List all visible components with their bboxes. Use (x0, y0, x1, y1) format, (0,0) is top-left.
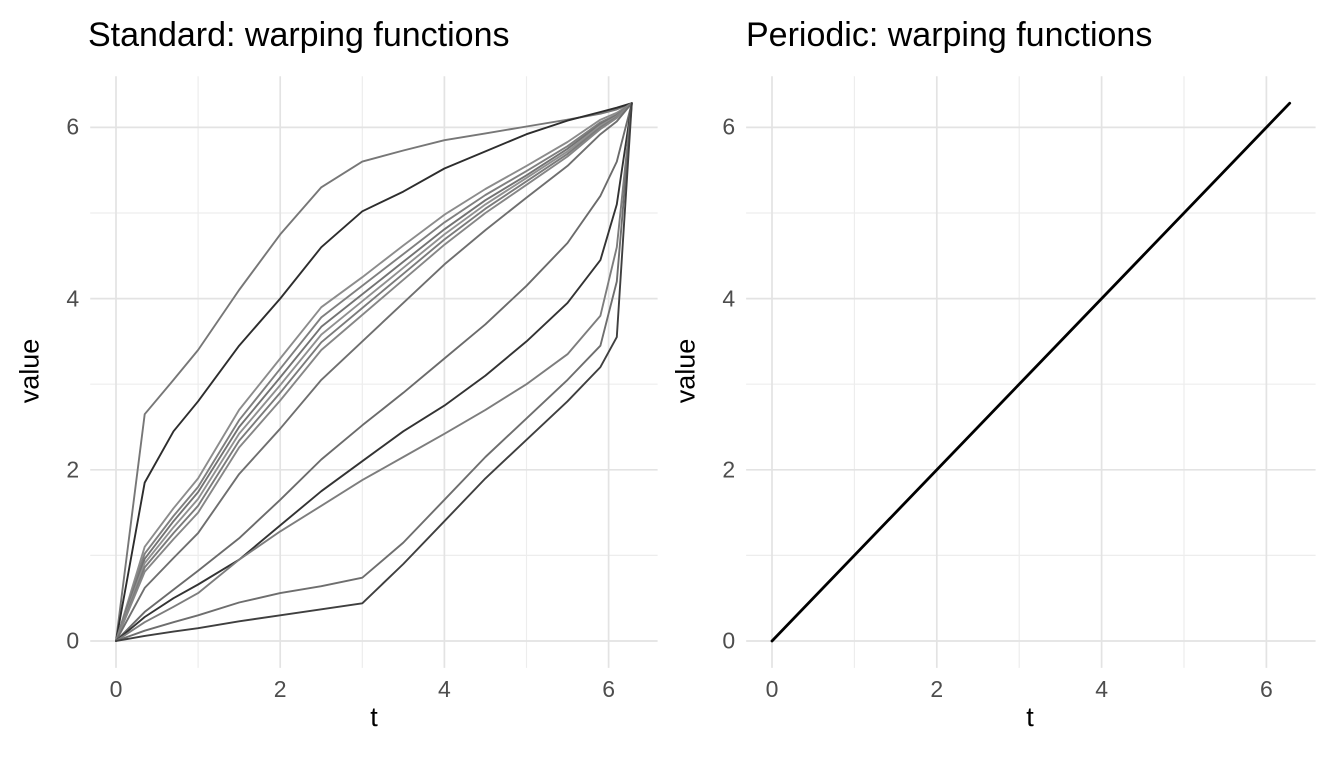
y-tick-label: 4 (66, 285, 80, 312)
x-tick-label: 6 (602, 675, 615, 702)
x-tick-label: 4 (1095, 675, 1108, 702)
x-tick-label: 6 (1259, 675, 1273, 702)
left-plot-title: Standard: warping functions (88, 16, 510, 54)
right-plot-title: Periodic: warping functions (746, 16, 1153, 54)
panel-standard (90, 76, 658, 668)
warp-03-line (115, 102, 633, 642)
y-tick-label: 2 (722, 456, 736, 483)
y-tick-label: 2 (66, 456, 80, 483)
warp-12-line (115, 102, 633, 642)
right-y-axis-title: value (670, 338, 701, 404)
panel-periodic (746, 76, 1316, 668)
warp-11-line (115, 102, 633, 642)
warp-04-line (115, 102, 633, 642)
x-tick-label: 0 (765, 675, 779, 702)
x-tick-label: 0 (109, 675, 123, 702)
y-tick-label: 6 (722, 113, 736, 140)
warp-08-line (115, 102, 633, 642)
x-tick-label: 4 (437, 675, 451, 702)
left-y-axis-title: value (14, 338, 45, 404)
warp-06-line (115, 102, 633, 642)
left-x-axis-title: t (370, 702, 378, 732)
warp-02-line (115, 102, 633, 642)
warp-10-line (115, 102, 633, 642)
warp-01-line (115, 102, 633, 642)
y-tick-label: 0 (722, 627, 736, 654)
y-tick-label: 0 (66, 627, 80, 654)
right-x-axis-title: t (1026, 702, 1034, 732)
warp-14-line (115, 102, 633, 642)
y-tick-label: 6 (66, 113, 80, 140)
warp-05-line (115, 102, 633, 642)
y-tick-label: 4 (722, 285, 736, 312)
warp-09-line (115, 102, 633, 642)
x-tick-label: 2 (930, 675, 944, 702)
warp-13-line (115, 102, 633, 642)
warp-07-line (115, 102, 633, 642)
identity-warp-line (770, 101, 1292, 643)
x-tick-label: 2 (273, 675, 287, 702)
